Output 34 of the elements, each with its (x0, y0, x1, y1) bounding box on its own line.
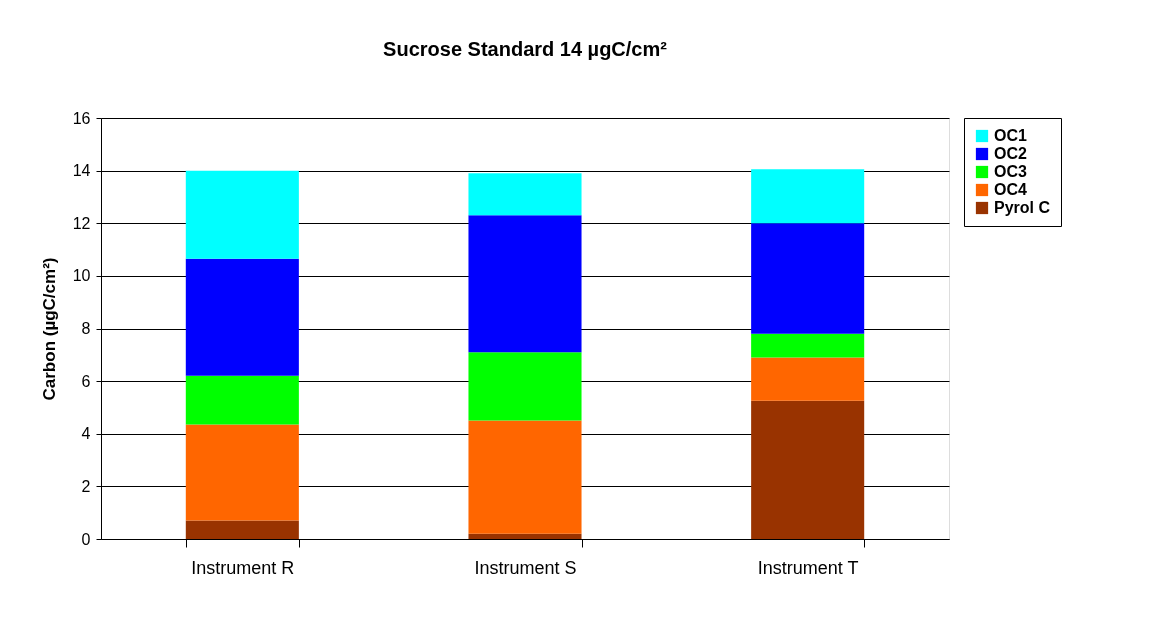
y-tick-label: 8 (81, 320, 91, 337)
y-tick-label: 14 (72, 162, 91, 180)
bar (468, 173, 582, 216)
x-tick-label: Instrument T (757, 557, 859, 578)
y-tick-label: 12 (72, 214, 91, 232)
bar (468, 215, 582, 353)
x-tick-label: Instrument S (474, 557, 577, 578)
y-tick-label: 16 (72, 109, 91, 127)
chart-title: Sucrose Standard 14 µgC/cm² (383, 38, 668, 60)
bar (185, 375, 299, 425)
bar (751, 223, 865, 334)
bar (185, 170, 299, 259)
bar (185, 258, 299, 376)
legend-label: OC3 (994, 163, 1027, 180)
legend-label: OC2 (994, 145, 1027, 162)
bar (751, 357, 865, 401)
y-tick-label: 0 (81, 530, 91, 548)
y-tick-label: 6 (81, 372, 91, 390)
bar (751, 400, 865, 539)
bar (751, 169, 865, 224)
bar (185, 520, 299, 539)
bar (468, 533, 582, 539)
legend-label: OC4 (994, 181, 1027, 198)
legend-label: OC1 (994, 127, 1027, 144)
bar (468, 420, 582, 534)
y-axis-title: Carbon (µgC/cm²) (39, 257, 59, 401)
y-tick-label: 2 (81, 477, 91, 495)
y-tick-label: 4 (81, 425, 91, 443)
legend-label: Pyrol C (994, 199, 1051, 216)
bar (185, 424, 299, 521)
bar (751, 333, 865, 358)
x-tick-label: Instrument R (191, 557, 295, 578)
y-tick-label: 10 (72, 267, 91, 285)
bar (468, 352, 582, 421)
